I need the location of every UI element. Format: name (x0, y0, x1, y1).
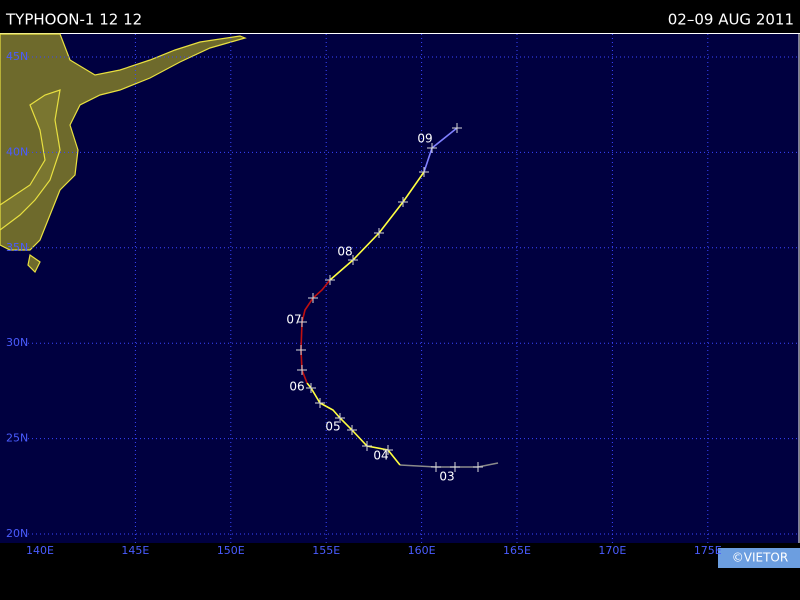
land (0, 33, 247, 274)
island (27, 253, 41, 274)
graticule (28, 34, 798, 543)
track-tick (473, 462, 483, 472)
lon-label: 150E (217, 544, 245, 557)
day-label: 07 (286, 313, 301, 327)
credit-box (718, 548, 800, 568)
track-tick (325, 275, 335, 285)
day-label: 05 (325, 420, 340, 434)
track-tick (296, 345, 306, 355)
title: TYPHOON-1 12 12 (5, 11, 142, 29)
track-tick (347, 425, 357, 435)
track-tick (348, 255, 358, 265)
lat-label: 20N (6, 527, 28, 540)
lon-label: 160E (408, 544, 436, 557)
track-tick (308, 293, 318, 303)
period: 02–09 AUG 2011 (668, 11, 794, 29)
lon-label: 145E (121, 544, 149, 557)
track-tick (398, 197, 408, 207)
track-tick (297, 365, 307, 375)
day-label: 06 (289, 380, 304, 394)
lon-label: 170E (598, 544, 626, 557)
track-tick (383, 445, 393, 455)
day-label: 03 (439, 470, 454, 484)
lon-label: 140E (26, 544, 54, 557)
day-label: 04 (373, 449, 388, 463)
track-tick (315, 398, 325, 408)
day-label: 08 (337, 245, 352, 259)
map-area (0, 34, 799, 543)
lat-label: 40N (6, 145, 28, 158)
lat-label: 30N (6, 336, 28, 349)
track-tick (374, 228, 384, 238)
day-label: 09 (417, 132, 432, 146)
track-tick (450, 462, 460, 472)
track-tick (452, 123, 462, 133)
track-tick (431, 462, 441, 472)
lat-label: 35N (6, 241, 28, 254)
track-tick (419, 167, 429, 177)
lat-label: 45N (6, 50, 28, 63)
track-tick (427, 143, 437, 153)
track-tick (335, 413, 345, 423)
lon-label: 175E (694, 544, 722, 557)
lon-label: 155E (312, 544, 340, 557)
japan (0, 33, 247, 251)
track-tick (306, 383, 316, 393)
lat-label: 25N (6, 432, 28, 445)
lon-label: 165E (503, 544, 531, 557)
track-tick (297, 317, 307, 327)
track-tick (362, 441, 372, 451)
credit: ©VIETOR (732, 551, 788, 565)
honshu (0, 89, 61, 231)
